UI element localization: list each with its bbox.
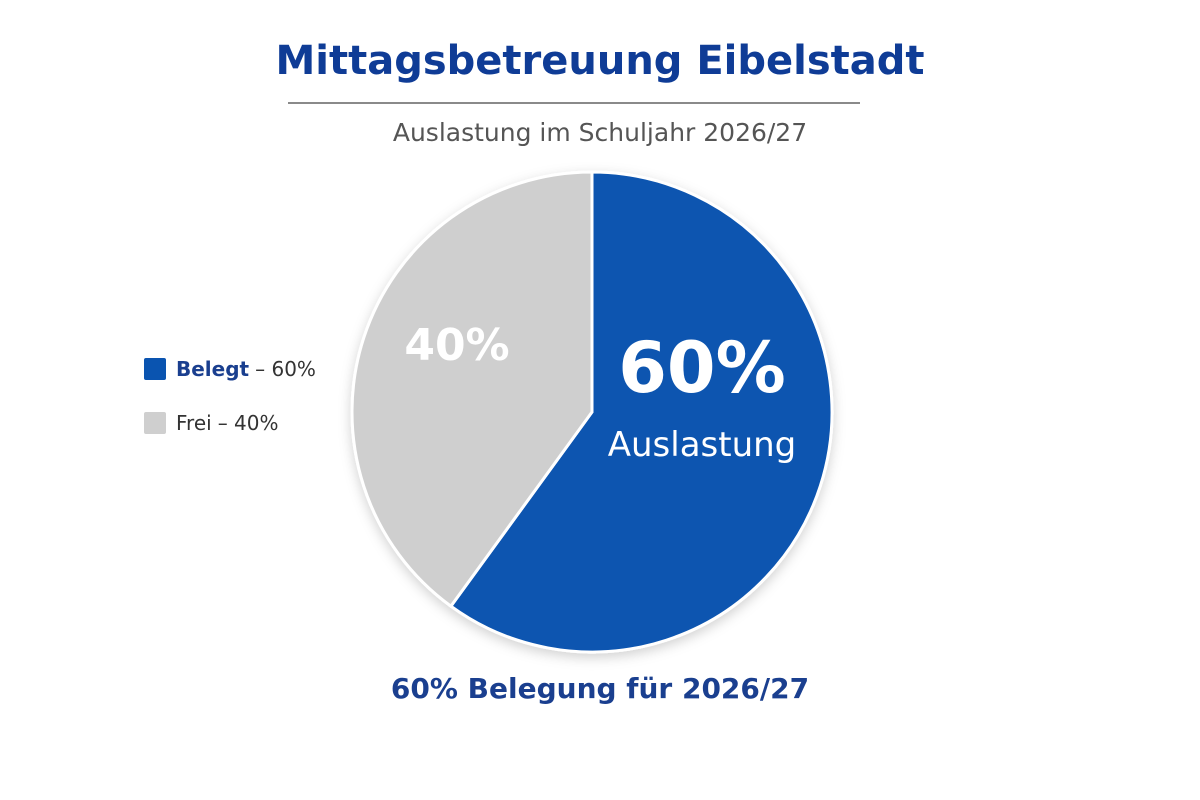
legend-item-frei: Frei – 40% xyxy=(144,406,316,440)
chart-title: Mittagsbetreuung Eibelstadt xyxy=(275,38,925,84)
chart-subtitle: Auslastung im Schuljahr 2026/27 xyxy=(392,118,808,147)
legend-value-belegt: – 60% xyxy=(255,357,316,381)
chart-footer: 60% Belegung für 2026/27 xyxy=(390,672,810,705)
legend: Belegt – 60% Frei – 40% xyxy=(144,352,316,460)
slice-label-belegt: 60% xyxy=(618,327,786,409)
legend-label-belegt: Belegt xyxy=(176,357,250,381)
legend-item-belegt: Belegt – 60% xyxy=(144,352,316,386)
legend-value-frei: – 40% xyxy=(217,411,279,435)
pie-slice-belegt xyxy=(448,170,834,654)
slice-sublabel-belegt: Auslastung xyxy=(608,425,797,465)
legend-label-frei: Frei xyxy=(176,411,212,435)
title-divider xyxy=(288,102,860,104)
legend-swatch-frei xyxy=(144,412,166,434)
pie-slice-frei xyxy=(350,170,594,609)
slice-label-frei: 40% xyxy=(404,320,509,371)
legend-swatch-belegt xyxy=(144,358,166,380)
